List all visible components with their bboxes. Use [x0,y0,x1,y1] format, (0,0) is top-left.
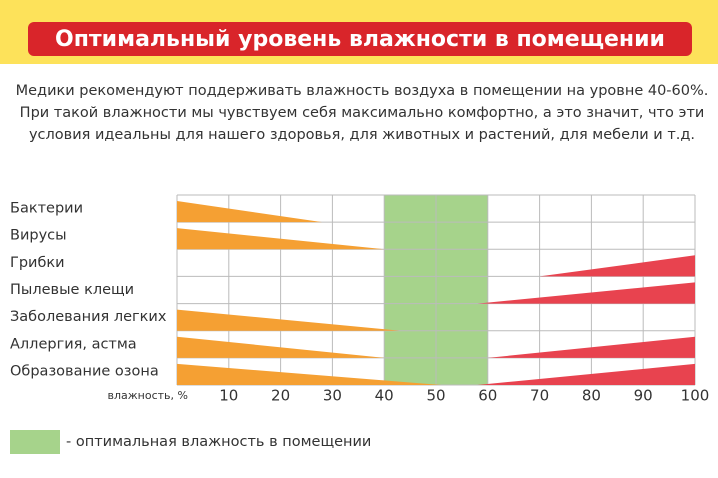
x-tick-label: 90 [634,387,653,405]
x-tick-label: 30 [323,387,342,405]
title-box [28,22,692,56]
intro-line: При такой влажности мы чувствуем себя ма… [20,105,705,121]
x-tick-label: 20 [271,387,290,405]
low-wedge [177,201,323,223]
legend-swatch [10,430,60,454]
title: Оптимальный уровень влажности в помещени… [55,27,665,52]
category-label: Аллергия, астма [10,336,137,352]
high-wedge [477,363,695,385]
high-wedge [539,255,695,277]
x-tick-label: 80 [582,387,601,405]
x-tick-label: 10 [219,387,238,405]
high-wedge [477,282,695,304]
category-label: Образование озона [10,363,159,379]
low-wedge [177,309,400,331]
low-wedge [177,336,385,358]
high-wedge [487,336,695,358]
low-wedge [177,228,385,250]
intro-line: условия идеальны для нашего здоровья, дл… [29,127,695,143]
x-tick-label: 60 [478,387,497,405]
x-axis-label: влажность, % [108,389,188,402]
category-label: Вирусы [10,228,67,244]
category-label: Бактерии [10,201,83,217]
legend-label: - оптимальная влажность в помещении [66,434,371,450]
category-label: Грибки [10,255,65,271]
x-tick-label: 40 [375,387,394,405]
x-tick-label: 70 [530,387,549,405]
x-tick-label: 100 [681,387,710,405]
x-tick-label: 50 [426,387,445,405]
low-wedge [177,363,442,385]
intro-line: Медики рекомендуют поддерживать влажност… [16,83,709,99]
category-label: Пылевые клещи [10,282,134,298]
category-label: Заболевания легких [10,309,167,325]
